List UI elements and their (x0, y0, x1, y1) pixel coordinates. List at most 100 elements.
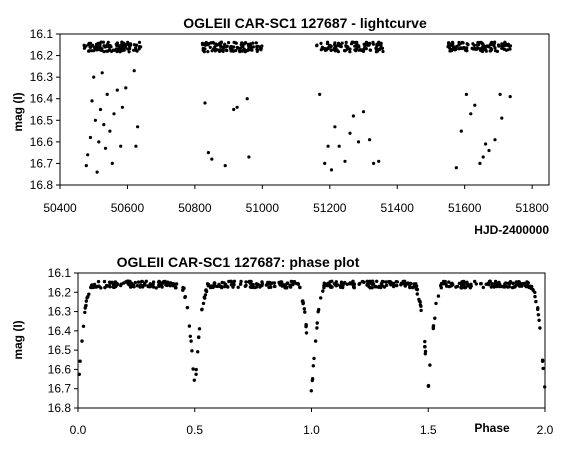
data-point (474, 282, 478, 286)
data-point (90, 99, 94, 103)
data-point (350, 280, 354, 285)
data-point (503, 285, 507, 289)
data-point (348, 131, 352, 135)
data-point (465, 282, 470, 287)
data-point (415, 292, 419, 296)
data-point (185, 305, 190, 310)
data-point (112, 112, 116, 116)
data-point (235, 46, 240, 50)
data-point (481, 285, 485, 290)
data-point (453, 45, 457, 49)
data-point (447, 284, 452, 289)
data-point (417, 299, 422, 303)
data-point (381, 49, 385, 54)
data-point (87, 292, 91, 296)
data-point (137, 40, 142, 45)
data-point (315, 43, 319, 47)
data-point (368, 138, 372, 142)
data-point (298, 285, 302, 289)
data-point (197, 335, 201, 339)
data-point (412, 282, 416, 286)
data-point (506, 48, 510, 52)
x-tick-label: 51400 (381, 201, 415, 215)
y-tick-label: 16.1 (48, 266, 72, 280)
x-tick-label: 51600 (448, 201, 482, 215)
x-tick-label: 1.5 (420, 423, 437, 437)
data-point (460, 283, 464, 288)
data-point (174, 285, 178, 290)
data-point (479, 281, 483, 286)
data-point (139, 280, 143, 284)
data-point (493, 40, 497, 44)
data-point (368, 48, 373, 52)
x-tick-label: 0.0 (70, 423, 87, 437)
data-point (126, 47, 130, 51)
data-point (339, 280, 344, 284)
data-point (254, 41, 258, 45)
data-point (99, 286, 103, 290)
data-point (213, 281, 217, 285)
data-point (538, 326, 542, 330)
data-point (119, 282, 123, 286)
data-point (315, 321, 319, 325)
data-point (244, 41, 248, 45)
data-point (163, 280, 167, 284)
data-point (511, 281, 515, 285)
data-point (329, 48, 333, 53)
x-tick-label: 2.0 (537, 423, 554, 437)
data-point (419, 308, 423, 313)
data-point (201, 301, 206, 306)
data-point (326, 47, 330, 51)
data-point (321, 289, 325, 293)
data-point (181, 288, 185, 292)
data-point (248, 42, 253, 46)
data-point (361, 48, 365, 52)
data-point (126, 281, 130, 286)
data-point (508, 95, 512, 99)
data-point (365, 41, 369, 45)
data-point (217, 282, 221, 287)
data-point (96, 47, 100, 51)
data-point (291, 280, 295, 284)
data-point (134, 46, 138, 50)
lightcurve-x-ticks: 50400 50600 50800 51000 51200 51400 51600 51800 (43, 185, 549, 215)
data-point (357, 281, 362, 286)
y-tick-label: 16.8 (30, 178, 54, 192)
data-point (406, 281, 410, 285)
data-point (168, 284, 172, 288)
data-point (210, 157, 214, 161)
data-point (187, 324, 192, 328)
data-point (472, 43, 476, 48)
data-point (84, 164, 88, 168)
data-point (470, 46, 474, 51)
data-point (507, 285, 512, 289)
data-point (114, 283, 118, 288)
data-point (258, 285, 262, 289)
data-point (284, 286, 289, 290)
data-point (206, 50, 210, 54)
y-tick-label: 16.7 (30, 156, 54, 170)
y-tick-label: 16.6 (30, 135, 54, 149)
data-point (81, 324, 86, 328)
data-point (436, 294, 441, 298)
data-point (103, 146, 108, 150)
data-point (449, 43, 453, 48)
data-point (92, 75, 96, 79)
data-point (206, 282, 211, 287)
data-point (493, 279, 498, 284)
data-point (246, 48, 250, 53)
data-point (362, 42, 366, 46)
data-point (330, 279, 334, 283)
data-point (423, 349, 428, 354)
data-point (89, 41, 93, 45)
data-point (158, 281, 162, 285)
data-point (495, 49, 499, 54)
data-point (485, 44, 489, 48)
data-point (475, 43, 479, 47)
data-point (337, 144, 341, 148)
data-point (84, 44, 88, 48)
data-point (323, 161, 327, 165)
data-point (78, 359, 82, 363)
data-point (343, 159, 347, 163)
